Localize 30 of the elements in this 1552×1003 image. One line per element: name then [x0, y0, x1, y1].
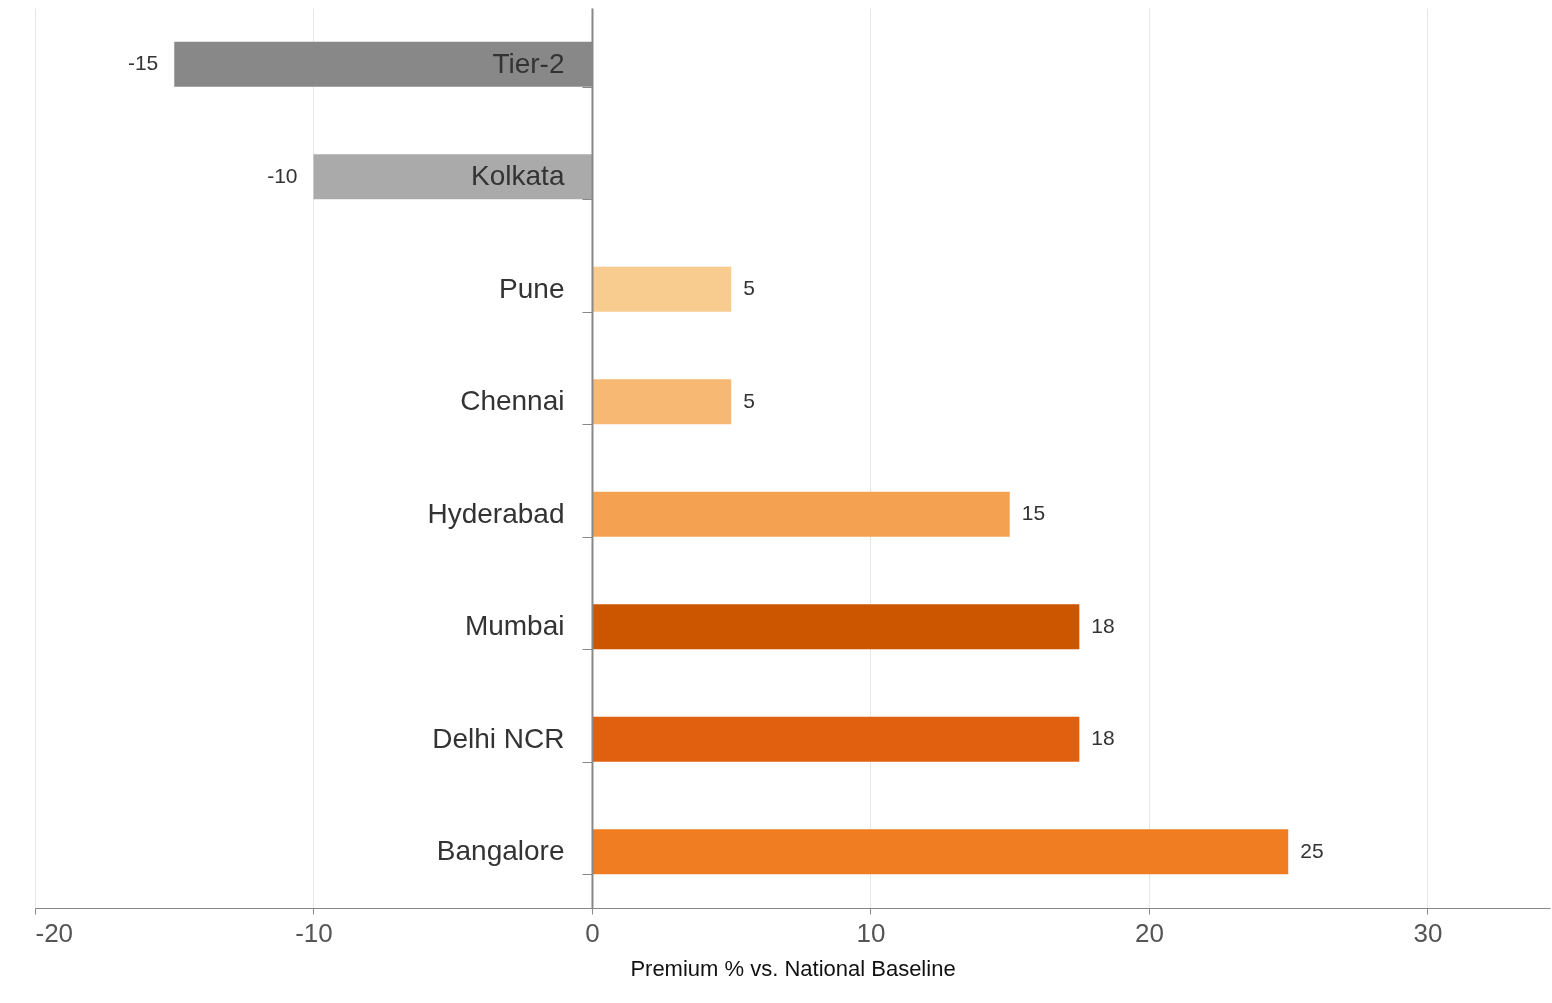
data-label: 15 [1021, 501, 1046, 525]
y-tick-label: Delhi NCR [432, 722, 565, 754]
x-tick-label: 20 [1135, 917, 1164, 948]
x-tick-label: 10 [856, 917, 886, 948]
data-label: 18 [1091, 613, 1115, 637]
bar [591, 716, 1080, 762]
x-tick-label: 0 [585, 917, 600, 948]
x-axis-title: Premium % vs. National Baseline [630, 955, 956, 981]
y-tick-label: Pune [499, 272, 565, 304]
y-tick-label: Mumbai [464, 610, 565, 642]
data-label: 5 [743, 276, 755, 300]
y-tick-label: Hyderabad [427, 497, 565, 529]
data-label: 25 [1300, 838, 1324, 862]
x-tick-label: -10 [295, 917, 333, 948]
bar [591, 491, 1010, 537]
bar [313, 154, 592, 200]
data-label: 18 [1091, 726, 1115, 750]
x-tick-label: 30 [1413, 917, 1443, 948]
y-tick-label: Chennai [460, 385, 565, 417]
data-label: -15 [127, 51, 159, 75]
bar [591, 604, 1080, 650]
y-tick-label: Tier-2 [492, 47, 565, 79]
data-label: 5 [743, 388, 755, 412]
data-label: -10 [267, 163, 298, 187]
bar [591, 266, 732, 312]
y-tick-label: Kolkata [471, 160, 565, 192]
x-tick-label: -20 [35, 917, 74, 948]
bar [591, 829, 1289, 875]
bar [591, 379, 732, 425]
y-tick-label: Bangalore [436, 835, 565, 867]
